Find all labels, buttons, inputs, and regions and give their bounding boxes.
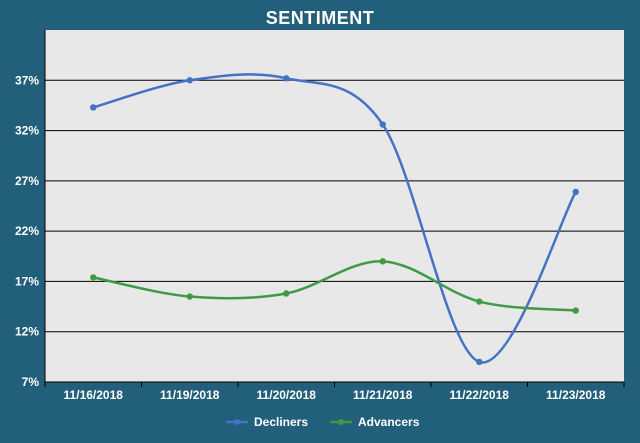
plot-area [45,30,624,382]
decliners-data-point [379,121,386,128]
y-tick-label: 37% [15,73,39,87]
x-tick-label: 11/21/2018 [353,388,413,402]
decliners-legend-marker [234,419,240,425]
x-tick-label: 11/16/2018 [64,388,124,402]
y-tick-label: 27% [15,174,39,188]
x-tick-label: 11/19/2018 [160,388,220,402]
y-tick-label: 32% [15,124,39,138]
advancers-data-point [186,293,193,300]
advancers-data-point [572,307,579,314]
chart-title: SENTIMENT [265,8,375,28]
x-tick-label: 11/23/2018 [546,388,606,402]
advancers-data-point [90,274,97,281]
y-tick-label: 17% [15,274,39,288]
decliners-data-point [186,77,193,84]
advancers-legend-marker [338,419,344,425]
decliners-data-point [572,188,579,196]
x-tick-label: 11/20/2018 [257,388,317,402]
advancers-data-point [379,258,386,265]
advancers-data-point [283,290,290,297]
x-tick-label: 11/22/2018 [450,388,510,402]
decliners-data-point [90,104,97,111]
decliners-data-point [283,75,290,82]
advancers-series-line [93,260,576,312]
y-tick-label: 22% [15,224,39,238]
y-tick-label: 12% [15,325,39,339]
advancers-data-point [476,298,483,305]
y-tick-label: 7% [22,375,40,389]
decliners-data-point [476,358,483,366]
advancers-legend-label: Advancers [358,415,420,429]
decliners-legend-label: Decliners [254,415,308,429]
